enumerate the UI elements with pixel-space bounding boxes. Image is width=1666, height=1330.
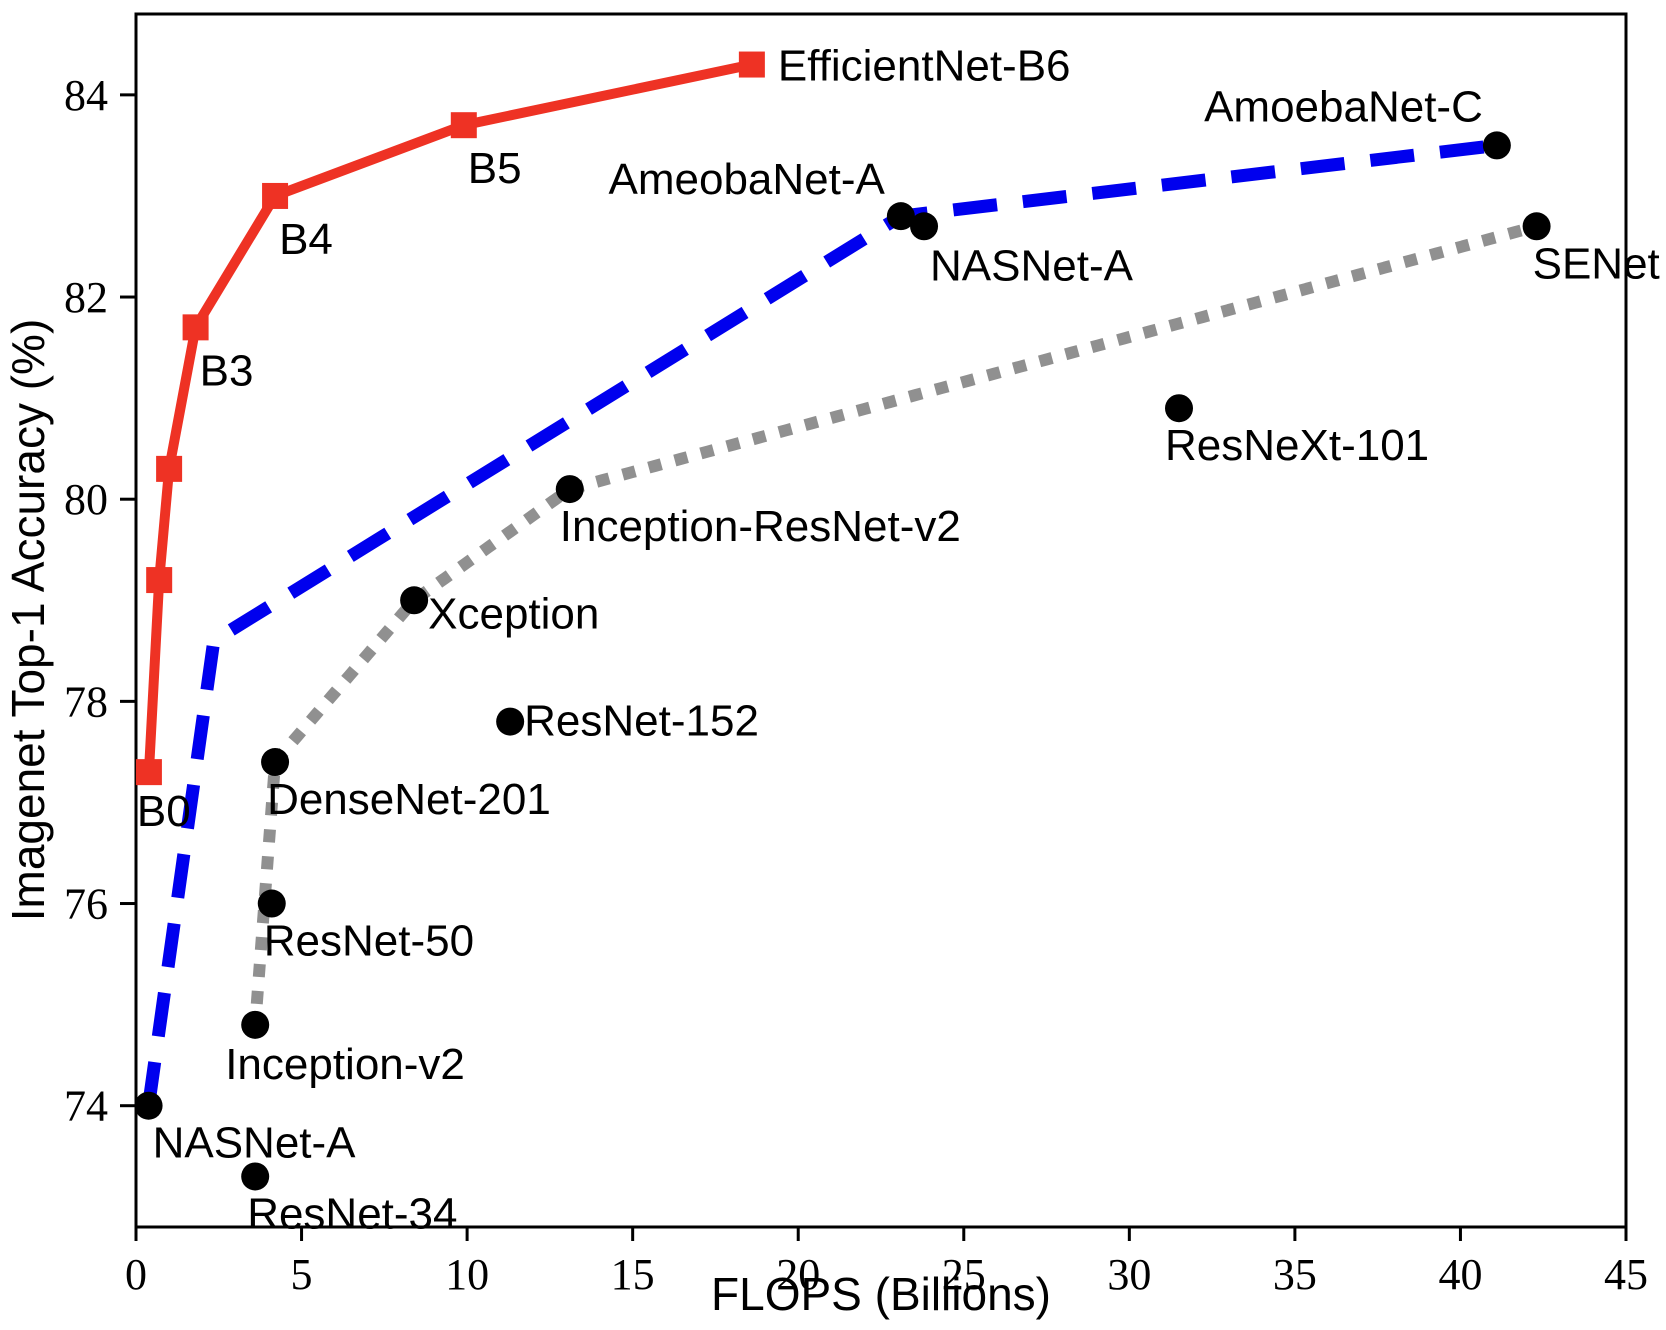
scatter-point-label: AmeobaNet-A — [609, 155, 886, 204]
plot-frame — [134, 12, 1628, 1229]
annotation-b5: B5 — [468, 144, 522, 193]
x-axis-tick-labels: 0 5 10 15 20 25 30 35 40 45 — [125, 1250, 1648, 1299]
series-marker-square — [738, 51, 765, 78]
scatter-point — [241, 1010, 270, 1039]
y-axis-title: Imagenet Top-1 Accuracy (%) — [2, 319, 54, 922]
series-annotations: B0 B3 B4 B5 EfficientNet-B6 — [137, 42, 1071, 837]
annotation-b0: B0 — [137, 787, 191, 836]
y-tick-label: 82 — [64, 273, 108, 322]
y-tick-label: 78 — [64, 677, 108, 726]
scatter-point — [1522, 212, 1551, 241]
scatter-point-labels: NASNet-A ResNet-34 ResNet-50 Inception-v2 De… — [153, 82, 1660, 1238]
scatter-point — [261, 748, 290, 777]
x-tick-label: 25 — [942, 1250, 986, 1299]
scatter-point — [1165, 394, 1193, 423]
series-marker-square — [146, 567, 173, 594]
scatter-points-group — [134, 131, 1551, 1191]
series-line-amoebanet-nasnet — [142, 138, 1498, 1107]
series-line-other-convnets — [248, 218, 1544, 1032]
x-tick-label: 40 — [1438, 1250, 1482, 1299]
scatter-point-label: ResNeXt-101 — [1165, 421, 1429, 470]
series-marker-square — [450, 112, 477, 139]
x-axis-ticks — [134, 1227, 1628, 1241]
y-tick-label: 74 — [64, 1082, 108, 1131]
x-tick-label: 10 — [445, 1250, 489, 1299]
scatter-point — [257, 889, 286, 918]
x-tick-label: 15 — [611, 1250, 655, 1299]
scatter-point-label: Xception — [428, 589, 599, 638]
x-tick-label: 5 — [291, 1250, 313, 1299]
y-tick-label: 80 — [64, 475, 108, 524]
scatter-point — [496, 707, 525, 736]
scatter-point — [400, 586, 429, 615]
x-tick-label: 20 — [776, 1250, 820, 1299]
scatter-point-label: Inception-v2 — [225, 1040, 465, 1089]
series-marker-square — [182, 314, 209, 341]
scatter-point-label: NASNet-A — [930, 241, 1134, 290]
scatter-point-label: SENet — [1533, 239, 1660, 288]
x-tick-label: 35 — [1273, 1250, 1317, 1299]
series-marker-square — [156, 455, 183, 482]
plot-border — [134, 12, 1628, 1229]
data-series-group — [135, 51, 1544, 1107]
scatter-point-label: ResNet-50 — [264, 917, 474, 966]
x-tick-label: 45 — [1604, 1250, 1648, 1299]
y-axis-tick-labels: 74 76 78 80 82 84 — [64, 71, 108, 1131]
y-tick-label: 84 — [64, 71, 108, 120]
scatter-point — [241, 1162, 270, 1191]
x-tick-label: 30 — [1107, 1250, 1151, 1299]
scatter-point-label: AmoebaNet-C — [1204, 82, 1483, 131]
series-marker-square — [262, 182, 289, 209]
y-tick-label: 76 — [64, 880, 108, 929]
scatter-point-label: DenseNet-201 — [267, 775, 551, 824]
scatter-point-label: NASNet-A — [153, 1119, 357, 1168]
annotation-efficientnet-b6: EfficientNet-B6 — [778, 42, 1071, 91]
scatter-point — [1482, 131, 1511, 160]
x-axis-title: FLOPS (Billions) — [711, 1268, 1051, 1320]
scatter-point — [910, 212, 939, 241]
series-marker-square — [135, 759, 162, 786]
x-tick-label: 0 — [125, 1250, 147, 1299]
y-axis-ticks — [120, 93, 136, 1108]
scatter-point — [886, 202, 915, 231]
scatter-point — [555, 475, 584, 504]
scatter-point-label: ResNet-152 — [524, 697, 759, 746]
scatter-point-label: ResNet-34 — [247, 1189, 457, 1238]
annotation-b3: B3 — [200, 346, 254, 395]
annotation-b4: B4 — [279, 215, 333, 264]
scatter-point — [134, 1091, 163, 1120]
scatter-point-label: Inception-ResNet-v2 — [560, 502, 961, 551]
